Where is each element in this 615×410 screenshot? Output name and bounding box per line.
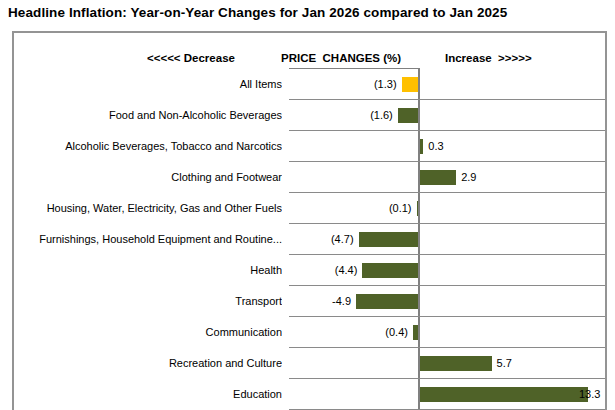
chart-row: Food and Non-Alcoholic Beverages (1.6)	[14, 100, 605, 131]
chart-row: Housing, Water, Electricity, Gas and Oth…	[14, 193, 605, 224]
data-bar	[420, 139, 424, 154]
data-bar	[362, 263, 418, 278]
value-label: (0.4)	[385, 317, 408, 348]
value-label: 0.3	[428, 131, 443, 162]
plot-area: <<<<< Decrease PRICE CHANGES (%) Increas…	[14, 33, 605, 410]
chart-row: Recreation and Culture 5.7	[14, 348, 605, 379]
data-bar	[420, 387, 588, 402]
category-label: Alcoholic Beverages, Tobacco and Narcoti…	[14, 131, 282, 162]
data-bar	[420, 356, 492, 371]
category-label: Food and Non-Alcoholic Beverages	[14, 100, 282, 131]
data-bar	[413, 325, 418, 340]
header-decrease-label: <<<<< Decrease	[147, 49, 235, 67]
data-bar	[417, 201, 419, 216]
category-label: Housing, Water, Electricity, Gas and Oth…	[14, 193, 282, 224]
value-label: (4.7)	[331, 224, 354, 255]
category-label: All Items	[14, 69, 282, 100]
header-price-changes-label: PRICE CHANGES (%)	[281, 49, 401, 67]
value-label: -4.9	[332, 286, 351, 317]
chart-row: Health (4.4)	[14, 255, 605, 286]
value-label: (1.6)	[370, 100, 393, 131]
value-label: (0.1)	[389, 193, 412, 224]
chart-row: Alcoholic Beverages, Tobacco and Narcoti…	[14, 131, 605, 162]
category-label: Clothing and Footwear	[14, 162, 282, 193]
category-label: Furnishings, Household Equipment and Rou…	[14, 224, 282, 255]
chart-row: Transport -4.9	[14, 286, 605, 317]
data-bar	[356, 294, 418, 309]
category-label: Recreation and Culture	[14, 348, 282, 379]
chart-frame: <<<<< Decrease PRICE CHANGES (%) Increas…	[12, 31, 607, 410]
category-label: Communication	[14, 317, 282, 348]
data-bar	[402, 77, 418, 92]
chart-row: Furnishings, Household Equipment and Rou…	[14, 224, 605, 255]
chart-row: Communication (0.4)	[14, 317, 605, 348]
value-label: 13.3	[579, 379, 600, 410]
chart-row: All Items (1.3)	[14, 69, 605, 100]
data-bar	[398, 108, 418, 123]
data-bar	[359, 232, 418, 247]
chart-title: Headline Inflation: Year-on-Year Changes…	[8, 5, 507, 20]
header-increase-label: Increase >>>>>	[445, 49, 532, 67]
chart-row: Clothing and Footwear 2.9	[14, 162, 605, 193]
category-label: Education	[14, 379, 282, 410]
value-label: 5.7	[497, 348, 512, 379]
data-bar	[420, 170, 457, 185]
value-label: (4.4)	[335, 255, 358, 286]
category-label: Transport	[14, 286, 282, 317]
value-label: (1.3)	[374, 69, 397, 100]
chart-row: Education 13.3	[14, 379, 605, 410]
category-label: Health	[14, 255, 282, 286]
value-label: 2.9	[461, 162, 476, 193]
